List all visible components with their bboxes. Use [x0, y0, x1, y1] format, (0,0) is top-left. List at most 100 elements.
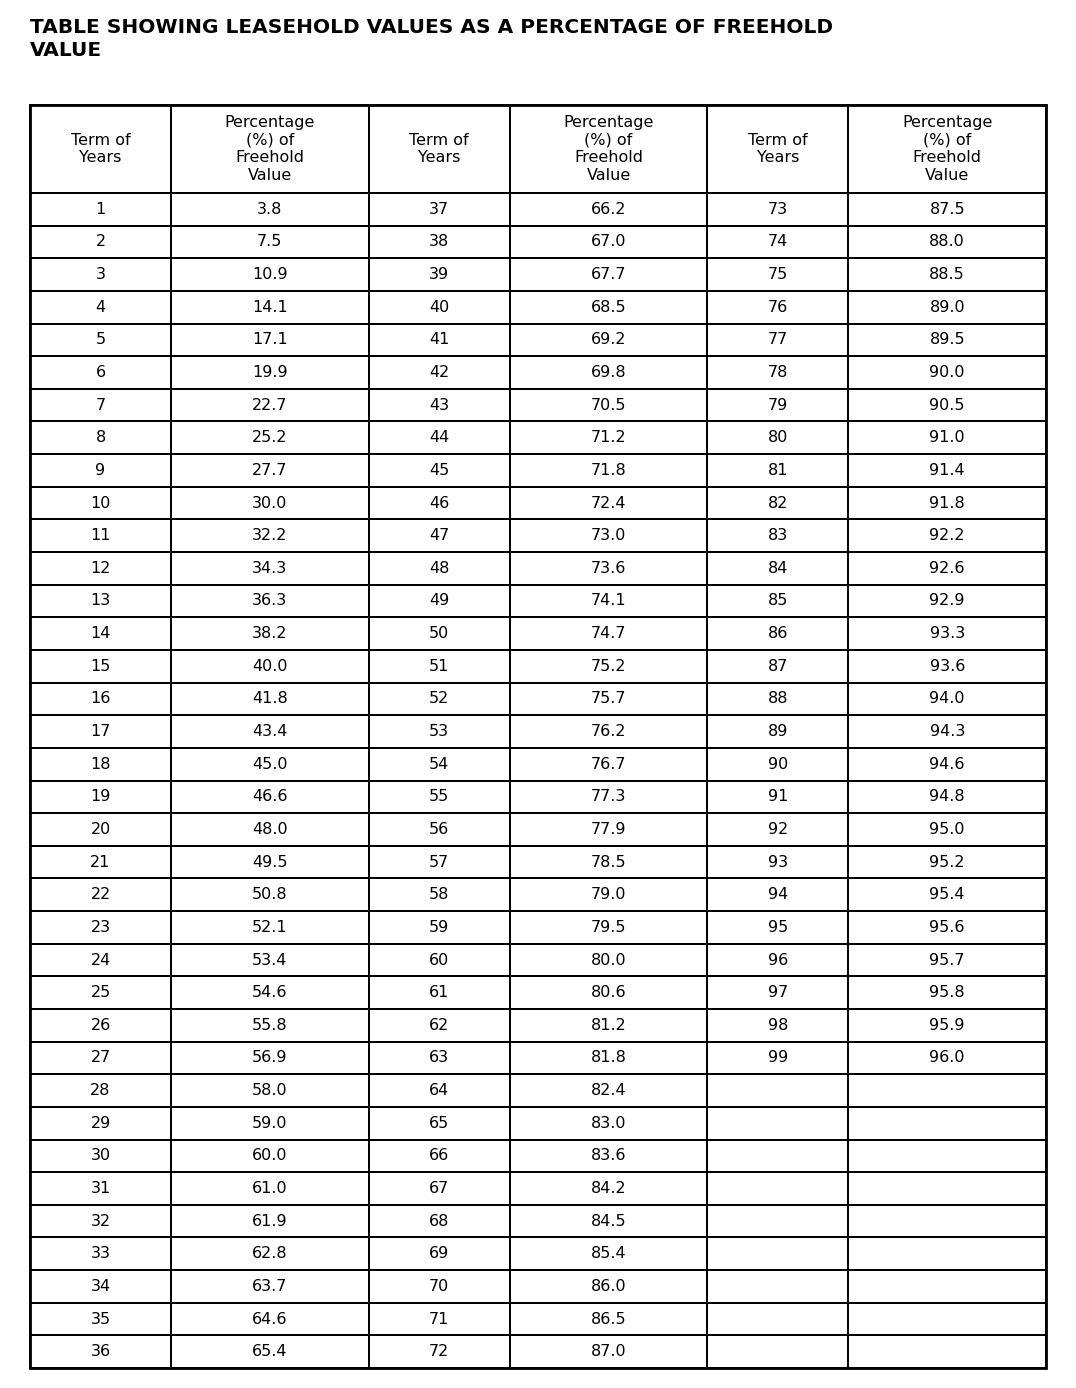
Text: 84.2: 84.2 [591, 1181, 626, 1196]
Bar [171, 1335, 369, 1369]
Text: 36.3: 36.3 [252, 594, 287, 608]
Bar [30, 813, 171, 845]
Text: 88.5: 88.5 [930, 266, 965, 282]
Text: 94.8: 94.8 [930, 790, 965, 804]
Text: 58.0: 58.0 [252, 1083, 287, 1098]
Bar [369, 618, 510, 650]
Text: 29: 29 [90, 1116, 111, 1131]
Bar [369, 911, 510, 944]
Bar [510, 1074, 707, 1106]
Bar [171, 1205, 369, 1238]
Text: 85: 85 [767, 594, 788, 608]
Bar [30, 1140, 171, 1173]
Bar [707, 1205, 849, 1238]
Text: 79.0: 79.0 [591, 887, 626, 902]
Text: 58: 58 [429, 887, 450, 902]
Bar [849, 258, 1046, 291]
Bar [849, 1106, 1046, 1140]
Text: 30: 30 [90, 1148, 111, 1163]
Text: 81: 81 [767, 464, 788, 477]
Bar [171, 105, 369, 193]
Bar [510, 357, 707, 389]
Text: 86.0: 86.0 [591, 1278, 626, 1294]
Bar [369, 650, 510, 683]
Bar [510, 552, 707, 584]
Text: 55.8: 55.8 [252, 1017, 287, 1033]
Text: 76.2: 76.2 [591, 725, 626, 738]
Bar [849, 845, 1046, 879]
Text: 70: 70 [429, 1278, 450, 1294]
Bar [707, 357, 849, 389]
Text: 49: 49 [429, 594, 450, 608]
Text: 95.4: 95.4 [930, 887, 965, 902]
Bar [510, 1205, 707, 1238]
Bar [510, 193, 707, 226]
Text: 87: 87 [767, 659, 788, 673]
Text: 55: 55 [429, 790, 450, 804]
Bar [510, 584, 707, 618]
Text: 60.0: 60.0 [252, 1148, 287, 1163]
Bar [849, 715, 1046, 748]
Bar [369, 357, 510, 389]
Bar [369, 519, 510, 552]
Bar [171, 618, 369, 650]
Text: 91.0: 91.0 [930, 430, 965, 446]
Bar [171, 552, 369, 584]
Text: 69: 69 [429, 1246, 450, 1262]
Bar [510, 879, 707, 911]
Bar [707, 1173, 849, 1205]
Bar [510, 650, 707, 683]
Text: 71.8: 71.8 [591, 464, 626, 477]
Bar [369, 193, 510, 226]
Text: 30.0: 30.0 [252, 496, 287, 511]
Bar [369, 1173, 510, 1205]
Bar [369, 879, 510, 911]
Text: 83: 83 [768, 529, 788, 543]
Text: 10: 10 [90, 496, 111, 511]
Bar [707, 683, 849, 715]
Text: 27.7: 27.7 [252, 464, 287, 477]
Bar [30, 715, 171, 748]
Bar [510, 1270, 707, 1303]
Bar [849, 1140, 1046, 1173]
Bar [707, 193, 849, 226]
Text: 63.7: 63.7 [252, 1278, 287, 1294]
Bar [849, 1205, 1046, 1238]
Bar [510, 780, 707, 813]
Bar [30, 944, 171, 976]
Bar [707, 552, 849, 584]
Text: 5: 5 [96, 332, 105, 347]
Bar [707, 105, 849, 193]
Bar [369, 683, 510, 715]
Text: 47: 47 [429, 529, 450, 543]
Bar [30, 1335, 171, 1369]
Text: 66.2: 66.2 [591, 201, 626, 217]
Text: 89.5: 89.5 [930, 332, 965, 347]
Text: 69.8: 69.8 [591, 365, 626, 380]
Text: 61.9: 61.9 [252, 1213, 287, 1228]
Text: 60: 60 [429, 952, 450, 967]
Text: 50: 50 [429, 626, 450, 641]
Bar [171, 422, 369, 454]
Text: 14.1: 14.1 [252, 300, 287, 315]
Bar [510, 487, 707, 519]
Bar [707, 519, 849, 552]
Bar [510, 1106, 707, 1140]
Bar [171, 291, 369, 323]
Bar [171, 193, 369, 226]
Text: 95.6: 95.6 [930, 920, 965, 936]
Text: 63: 63 [429, 1051, 450, 1066]
Text: 90.0: 90.0 [930, 365, 965, 380]
Bar [30, 291, 171, 323]
Bar [369, 323, 510, 357]
Bar [369, 845, 510, 879]
Text: 68.5: 68.5 [591, 300, 626, 315]
Bar [849, 193, 1046, 226]
Text: 93: 93 [768, 855, 788, 870]
Bar [171, 258, 369, 291]
Bar [171, 1106, 369, 1140]
Text: 4: 4 [96, 300, 105, 315]
Text: 90.5: 90.5 [930, 397, 965, 412]
Bar [369, 1238, 510, 1270]
Text: 41.8: 41.8 [252, 691, 287, 706]
